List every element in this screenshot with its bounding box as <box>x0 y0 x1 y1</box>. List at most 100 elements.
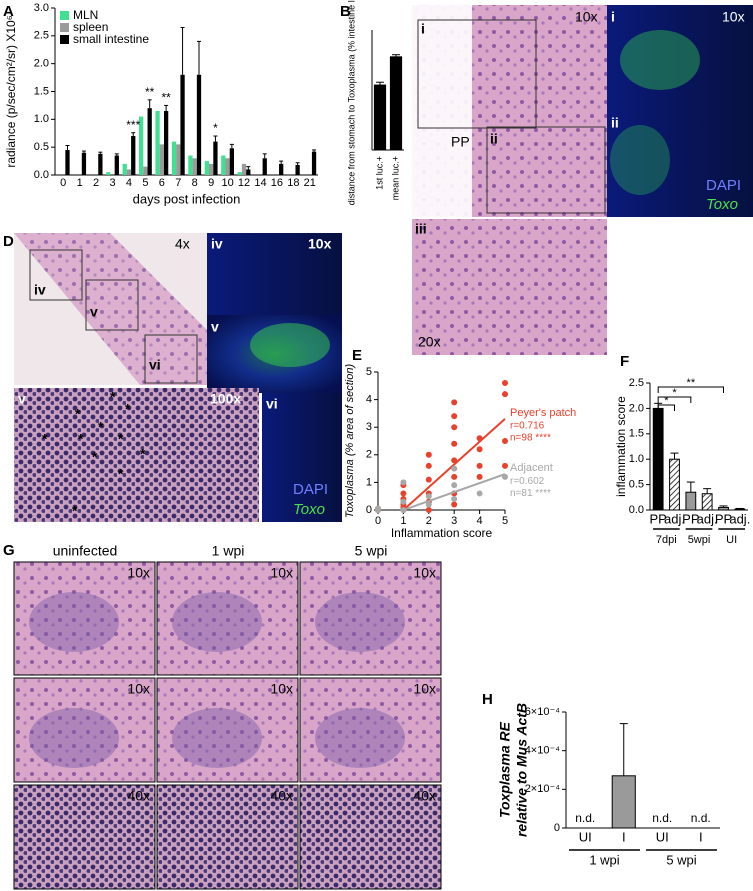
y-axis-label: relative to Mus ActB <box>514 703 530 837</box>
y-tick-label: 0.5 <box>629 479 644 491</box>
magnification: 10x <box>722 9 745 25</box>
point <box>451 501 458 508</box>
group-label: 5 wpi <box>666 852 696 867</box>
inset-label: i <box>421 21 425 37</box>
bracket <box>657 396 692 403</box>
point <box>425 476 432 483</box>
fit-line <box>403 473 506 511</box>
magnification: 40x <box>270 788 293 804</box>
bar <box>180 74 185 175</box>
bar <box>159 144 164 175</box>
x-tick-label: 8 <box>192 177 198 189</box>
x-tick-label: adj. <box>729 511 750 526</box>
panel-letter: D <box>3 233 14 250</box>
bar <box>237 172 242 175</box>
panel-letter: G <box>3 542 15 559</box>
stat-label: r=0.716 <box>510 421 545 432</box>
bar <box>98 153 103 175</box>
x-tick-label: UI <box>579 829 592 844</box>
x-tick-label: 9 <box>208 177 214 189</box>
asterisk: * <box>140 446 146 462</box>
lymphoid-follicle <box>29 708 119 768</box>
significance: *** <box>126 118 140 132</box>
x-tick-label: 1 <box>77 177 83 189</box>
asterisk: * <box>118 466 124 482</box>
y-tick-label: 4×10⁻⁴ <box>525 745 561 757</box>
fluorescence-image <box>262 393 342 522</box>
bar <box>114 155 119 175</box>
legend-label: MLN <box>73 8 98 22</box>
value-label: n.d. <box>652 811 672 825</box>
point <box>451 424 458 431</box>
y-tick-label: 4 <box>366 394 372 406</box>
magnification: 10x <box>413 681 436 697</box>
stat-label: n=81 **** <box>510 488 551 499</box>
fluorescence-image <box>607 5 753 111</box>
bar <box>213 141 218 175</box>
lymphoid-follicle <box>172 592 262 652</box>
point <box>502 462 508 469</box>
x-tick-label: 1st luc.+ <box>374 156 384 190</box>
x-tick-label: 5 <box>142 177 148 189</box>
he-image <box>412 219 607 355</box>
bar <box>225 158 230 175</box>
point <box>425 493 432 500</box>
x-tick-label: PP <box>682 511 699 526</box>
point <box>400 490 407 497</box>
significance: * <box>672 387 677 399</box>
inset-box <box>85 279 139 331</box>
asterisk: * <box>72 503 78 519</box>
bar <box>652 407 664 511</box>
bar <box>246 169 251 175</box>
inset-label: v <box>211 319 219 335</box>
y-axis-label: radiance (p/sec/cm²/sr) X10⁶ <box>4 15 18 167</box>
bar <box>295 164 300 175</box>
point <box>425 451 432 458</box>
bar <box>373 84 387 151</box>
x-tick-label: 7 <box>175 177 181 189</box>
asterisk: * <box>118 431 124 447</box>
point <box>400 479 407 486</box>
asterisk: * <box>125 401 131 417</box>
asterisks: ***** * ** *** <box>42 389 146 519</box>
inset-box <box>486 126 606 214</box>
point <box>502 391 508 398</box>
bar <box>669 458 680 511</box>
bar <box>279 163 284 175</box>
group-label: UI <box>726 534 737 546</box>
bar <box>221 155 226 175</box>
magnification: 10x <box>127 681 150 697</box>
y-axis-label: Toxoplasma (% area of section) <box>344 364 356 519</box>
bar <box>611 775 636 829</box>
x-tick-label: 16 <box>271 177 283 189</box>
panel-letter: A <box>3 3 14 20</box>
point <box>400 498 407 505</box>
bar <box>229 148 235 175</box>
magnification: 10x <box>413 565 436 581</box>
y-tick-label: 5 <box>366 366 372 378</box>
stain-label: Toxo <box>706 196 738 213</box>
he-image <box>156 561 299 676</box>
bar <box>209 163 214 175</box>
x-tick-label: I <box>699 829 703 844</box>
y-axis-label: inflammation score <box>614 396 628 497</box>
stat-label: r=0.602 <box>510 476 545 487</box>
stat-label: n=98 **** <box>510 433 551 444</box>
inset-label: iv <box>211 236 223 252</box>
asterisk: * <box>110 389 116 405</box>
y-tick-label: 2×10⁻⁴ <box>525 783 561 795</box>
x-tick-label: 18 <box>287 177 299 189</box>
point <box>451 440 458 447</box>
column-header: 5 wpi <box>355 543 388 559</box>
bar <box>262 158 267 175</box>
point <box>502 438 508 444</box>
point <box>476 462 483 469</box>
magnification: 40x <box>127 788 150 804</box>
x-tick-label: 4 <box>477 515 483 527</box>
he-image <box>299 677 442 783</box>
x-tick-label: mean luc.+ <box>390 156 400 200</box>
inset-label: v <box>18 391 26 407</box>
y-tick-label: 1 <box>366 476 372 488</box>
x-tick-label: 6 <box>159 177 165 189</box>
y-tick-label: 0 <box>554 822 560 834</box>
